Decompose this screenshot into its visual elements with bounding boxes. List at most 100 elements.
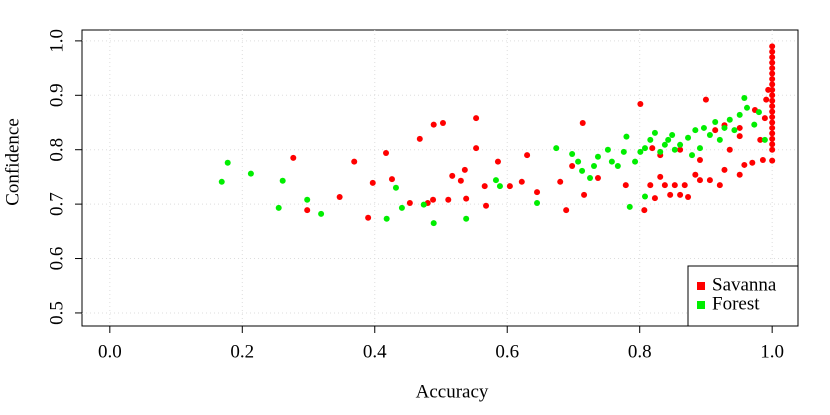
point bbox=[553, 145, 560, 152]
point bbox=[496, 183, 503, 190]
point bbox=[304, 207, 311, 214]
point bbox=[463, 215, 470, 222]
point bbox=[369, 179, 376, 186]
point bbox=[626, 203, 633, 210]
point bbox=[388, 176, 395, 183]
point bbox=[741, 161, 748, 168]
point bbox=[696, 157, 703, 164]
point bbox=[506, 183, 513, 190]
point bbox=[594, 153, 601, 160]
point bbox=[318, 210, 325, 217]
point bbox=[651, 129, 658, 136]
point bbox=[632, 158, 639, 165]
point bbox=[696, 145, 703, 152]
point bbox=[473, 115, 480, 122]
point bbox=[336, 194, 343, 201]
point bbox=[247, 170, 254, 177]
point bbox=[420, 201, 427, 208]
point bbox=[590, 163, 597, 170]
point bbox=[700, 124, 707, 131]
point bbox=[449, 172, 456, 179]
point bbox=[741, 95, 748, 102]
point bbox=[641, 145, 648, 152]
point bbox=[224, 159, 231, 166]
point bbox=[769, 108, 776, 115]
point bbox=[463, 195, 470, 202]
point bbox=[692, 171, 699, 178]
y-tick-label: 0.6 bbox=[46, 247, 67, 271]
x-tick-label: 0.2 bbox=[230, 341, 254, 362]
point bbox=[461, 166, 468, 173]
point bbox=[769, 59, 776, 66]
point bbox=[534, 200, 541, 207]
y-tick-label: 1.0 bbox=[46, 29, 67, 53]
point bbox=[620, 148, 627, 155]
point bbox=[445, 196, 452, 203]
point bbox=[769, 124, 776, 131]
point bbox=[716, 136, 723, 143]
point bbox=[430, 196, 437, 203]
point bbox=[383, 149, 390, 156]
point bbox=[481, 183, 488, 190]
point bbox=[473, 145, 480, 152]
point bbox=[416, 135, 423, 142]
point bbox=[518, 178, 525, 185]
point bbox=[677, 146, 684, 153]
point bbox=[534, 189, 541, 196]
point bbox=[637, 148, 644, 155]
point bbox=[637, 101, 644, 107]
point bbox=[594, 175, 601, 181]
point bbox=[392, 184, 399, 191]
y-axis-label: Confidence bbox=[2, 118, 23, 206]
point bbox=[647, 182, 654, 189]
point bbox=[557, 178, 564, 185]
point bbox=[769, 48, 776, 55]
point bbox=[649, 145, 656, 152]
point bbox=[755, 109, 762, 116]
point bbox=[651, 195, 658, 202]
point bbox=[712, 118, 719, 125]
point bbox=[706, 132, 713, 139]
point bbox=[689, 152, 696, 159]
point bbox=[430, 121, 437, 128]
legend-label: Savanna bbox=[712, 274, 777, 295]
point bbox=[671, 182, 678, 189]
point bbox=[726, 146, 733, 153]
point bbox=[677, 141, 684, 148]
point bbox=[608, 158, 615, 165]
point bbox=[716, 182, 723, 189]
point bbox=[769, 86, 776, 93]
point bbox=[569, 151, 576, 158]
point bbox=[398, 204, 405, 211]
y-tick-label: 0.8 bbox=[46, 138, 67, 162]
point bbox=[769, 130, 776, 137]
y-tick-label: 0.9 bbox=[46, 83, 67, 107]
point bbox=[457, 177, 464, 184]
point bbox=[279, 177, 286, 184]
point bbox=[614, 163, 621, 170]
point bbox=[706, 177, 713, 184]
point bbox=[751, 121, 758, 128]
point bbox=[769, 43, 776, 50]
point bbox=[769, 92, 776, 99]
point bbox=[721, 166, 728, 173]
point bbox=[218, 178, 225, 185]
point bbox=[769, 54, 776, 61]
point bbox=[647, 136, 654, 143]
point bbox=[769, 65, 776, 72]
x-axis-label: Accuracy bbox=[416, 381, 489, 402]
point bbox=[759, 157, 766, 164]
point bbox=[494, 158, 501, 165]
point bbox=[524, 152, 531, 159]
legend-box bbox=[687, 265, 799, 327]
legend-marker bbox=[697, 282, 705, 290]
point bbox=[685, 134, 692, 141]
point bbox=[579, 167, 586, 174]
point bbox=[492, 177, 499, 184]
point bbox=[769, 97, 776, 104]
point bbox=[275, 204, 282, 211]
point bbox=[439, 120, 446, 127]
point bbox=[579, 120, 586, 127]
point bbox=[365, 214, 372, 221]
